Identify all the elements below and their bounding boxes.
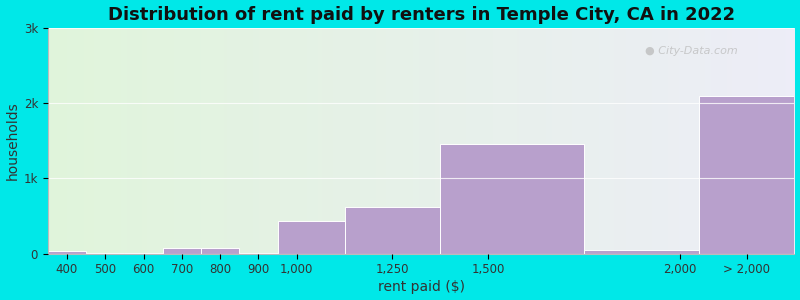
Title: Distribution of rent paid by renters in Temple City, CA in 2022: Distribution of rent paid by renters in … [107,6,734,24]
Bar [201,248,239,254]
Bar [440,145,584,254]
Y-axis label: households: households [6,101,19,180]
Bar [86,253,124,254]
Bar [278,221,345,254]
Bar [48,251,86,253]
Bar [162,248,201,254]
Bar [698,96,794,254]
Bar [345,207,440,253]
Bar [584,250,698,253]
Bar [124,253,162,254]
X-axis label: rent paid ($): rent paid ($) [378,280,465,294]
Bar [239,253,278,254]
Text: ● City-Data.com: ● City-Data.com [645,46,738,56]
